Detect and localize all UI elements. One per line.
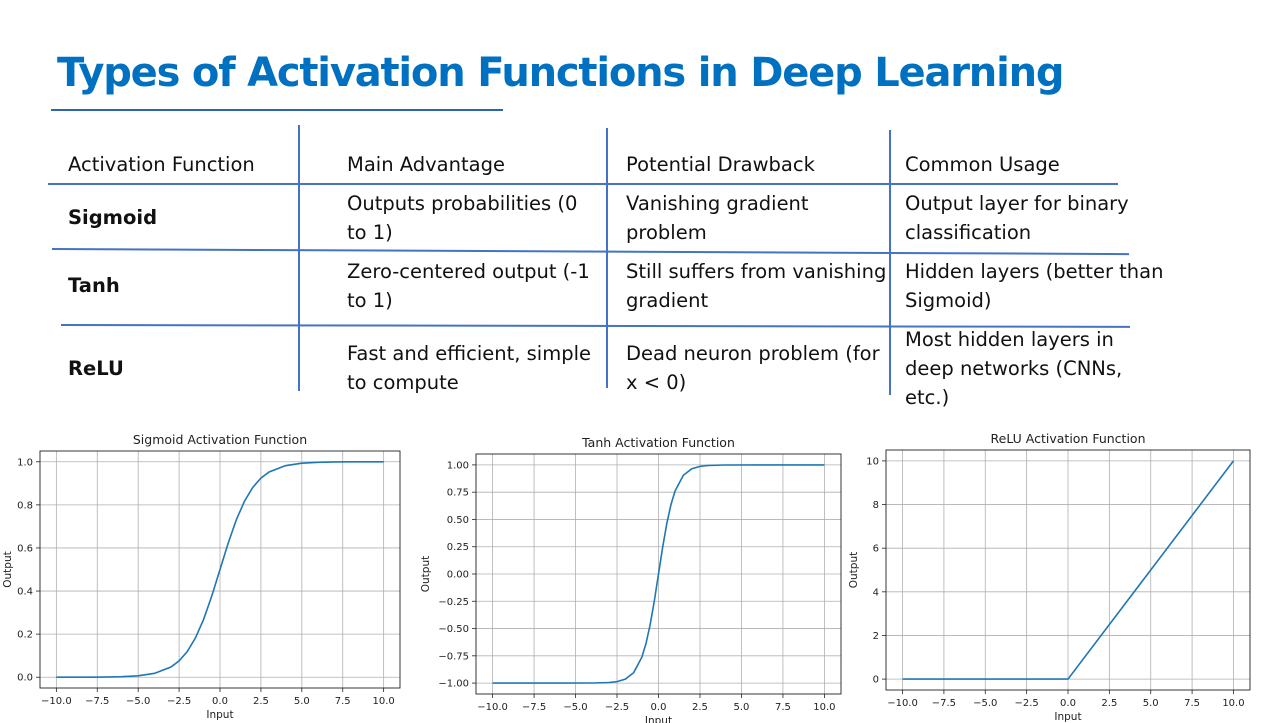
y-tick-label: 1.00 bbox=[447, 460, 469, 471]
table-rule bbox=[889, 130, 891, 395]
row-relu-advantage: Fast and efficient, simple to compute bbox=[347, 342, 592, 394]
chart-title: Tanh Activation Function bbox=[581, 435, 735, 450]
y-tick-label: 1.0 bbox=[17, 457, 33, 468]
x-tick-label: −10.0 bbox=[41, 696, 72, 707]
comparison-table: Activation Function Main Advantage Poten… bbox=[48, 125, 1164, 409]
series-line bbox=[902, 460, 1235, 680]
row-relu-name: ReLU bbox=[68, 357, 124, 380]
y-axis-label: Output bbox=[420, 556, 432, 592]
y-tick-label: 0.25 bbox=[447, 542, 469, 553]
x-axis-label: Input bbox=[206, 709, 233, 721]
plot-frame bbox=[475, 453, 842, 695]
x-tick-label: 5.0 bbox=[294, 696, 310, 707]
y-axis-label: Output bbox=[848, 552, 860, 588]
header-main-advantage: Main Advantage bbox=[347, 153, 505, 176]
x-tick-label: −2.5 bbox=[1014, 698, 1038, 709]
y-tick-label: 0.00 bbox=[447, 570, 469, 581]
x-tick-label: −10.0 bbox=[887, 698, 918, 709]
y-tick-label: 0.2 bbox=[17, 630, 33, 641]
y-tick-label: 6 bbox=[873, 544, 879, 555]
row-sigmoid-usage: Output layer for binary classification bbox=[905, 192, 1129, 244]
y-tick-label: 0.6 bbox=[17, 543, 33, 554]
relu-chart: −10.0 −7.5 −5.0 −2.5 0.0 2.5 5.0 7.5 10.0 0 2 4 6 8 10… bbox=[848, 431, 1251, 723]
title-underline bbox=[51, 109, 503, 111]
tanh-chart: −10.0 −7.5 −5.0 −2.5 0.0 2.5 5.0 7.5 10.0 −1.00 −0… bbox=[420, 435, 842, 723]
y-tick-label: 0.75 bbox=[447, 488, 469, 499]
y-tick-label: 2 bbox=[873, 631, 879, 642]
page-title: Types of Activation Functions in Deep Le… bbox=[57, 50, 1064, 96]
y-tick-label: −0.75 bbox=[438, 651, 469, 662]
y-tick-label: −0.50 bbox=[438, 624, 469, 635]
x-tick-label: −7.5 bbox=[932, 698, 956, 709]
row-sigmoid-drawback: Vanishing gradient problem bbox=[626, 192, 809, 244]
series-line bbox=[56, 460, 384, 679]
x-axis-label: Input bbox=[1054, 711, 1081, 723]
x-tick-label: −5.0 bbox=[126, 696, 150, 707]
row-tanh-usage: Hidden layers (better than Sigmoid) bbox=[905, 260, 1164, 312]
x-tick-label: −7.5 bbox=[522, 702, 546, 713]
x-tick-label: 7.5 bbox=[775, 702, 791, 713]
row-tanh-name: Tanh bbox=[68, 274, 120, 297]
x-tick-label: 5.0 bbox=[1143, 698, 1159, 709]
x-tick-label: −5.0 bbox=[563, 702, 587, 713]
row-relu-usage: Most hidden layers in deep networks (CNN… bbox=[905, 328, 1123, 409]
y-tick-label: 0.4 bbox=[17, 587, 33, 598]
x-tick-label: 0.0 bbox=[651, 702, 667, 713]
x-tick-label: 2.5 bbox=[692, 702, 708, 713]
header-activation-function: Activation Function bbox=[68, 153, 255, 176]
x-tick-label: −2.5 bbox=[605, 702, 629, 713]
x-tick-label: −7.5 bbox=[85, 696, 109, 707]
table-rule bbox=[298, 125, 300, 391]
y-tick-label: 0.50 bbox=[447, 515, 469, 526]
series-line bbox=[492, 464, 825, 684]
sigmoid-chart: −10.0 −7.5 −5.0 −2.5 0.0 2.5 5.0 7.5 10.0 0.0 0.2 0… bbox=[2, 432, 401, 721]
header-common-usage: Common Usage bbox=[905, 153, 1060, 176]
x-tick-label: 7.5 bbox=[335, 696, 351, 707]
row-sigmoid-advantage: Outputs probabilities (0 to 1) bbox=[347, 192, 578, 244]
x-tick-label: 7.5 bbox=[1184, 698, 1200, 709]
table-rule bbox=[51, 248, 1129, 256]
x-axis-label: Input bbox=[645, 715, 672, 723]
y-tick-label: 0.0 bbox=[17, 673, 33, 684]
x-tick-label: 2.5 bbox=[253, 696, 269, 707]
x-tick-label: 10.0 bbox=[813, 702, 835, 713]
x-tick-label: −2.5 bbox=[167, 696, 191, 707]
header-potential-drawback: Potential Drawback bbox=[626, 153, 815, 176]
table-rule bbox=[48, 183, 1118, 185]
x-tick-label: −5.0 bbox=[973, 698, 997, 709]
plot-frame bbox=[39, 450, 401, 689]
row-relu-drawback: Dead neuron problem (for x < 0) bbox=[626, 342, 880, 394]
x-tick-label: 5.0 bbox=[734, 702, 750, 713]
y-axis-label: Output bbox=[2, 551, 14, 587]
y-tick-label: 0.8 bbox=[17, 500, 33, 511]
y-tick-label: 4 bbox=[873, 587, 879, 598]
x-tick-label: 2.5 bbox=[1101, 698, 1117, 709]
x-tick-label: 0.0 bbox=[1060, 698, 1076, 709]
y-tick-label: −0.25 bbox=[438, 597, 469, 608]
chart-title: Sigmoid Activation Function bbox=[133, 432, 307, 447]
x-tick-label: −10.0 bbox=[477, 702, 508, 713]
chart-title: ReLU Activation Function bbox=[991, 431, 1146, 446]
y-tick-label: −1.00 bbox=[438, 679, 469, 690]
y-tick-label: 8 bbox=[873, 500, 879, 511]
table-rule bbox=[606, 128, 608, 388]
y-tick-label: 10 bbox=[866, 456, 879, 467]
x-tick-label: 10.0 bbox=[373, 696, 395, 707]
row-tanh-drawback: Still suffers from vanishing gradient bbox=[626, 260, 887, 312]
plot-frame bbox=[885, 449, 1251, 691]
y-tick-label: 0 bbox=[873, 675, 879, 686]
row-tanh-advantage: Zero-centered output (-1 to 1) bbox=[347, 260, 590, 312]
x-tick-label: 0.0 bbox=[212, 696, 228, 707]
x-tick-label: 10.0 bbox=[1222, 698, 1244, 709]
row-sigmoid-name: Sigmoid bbox=[68, 206, 158, 229]
